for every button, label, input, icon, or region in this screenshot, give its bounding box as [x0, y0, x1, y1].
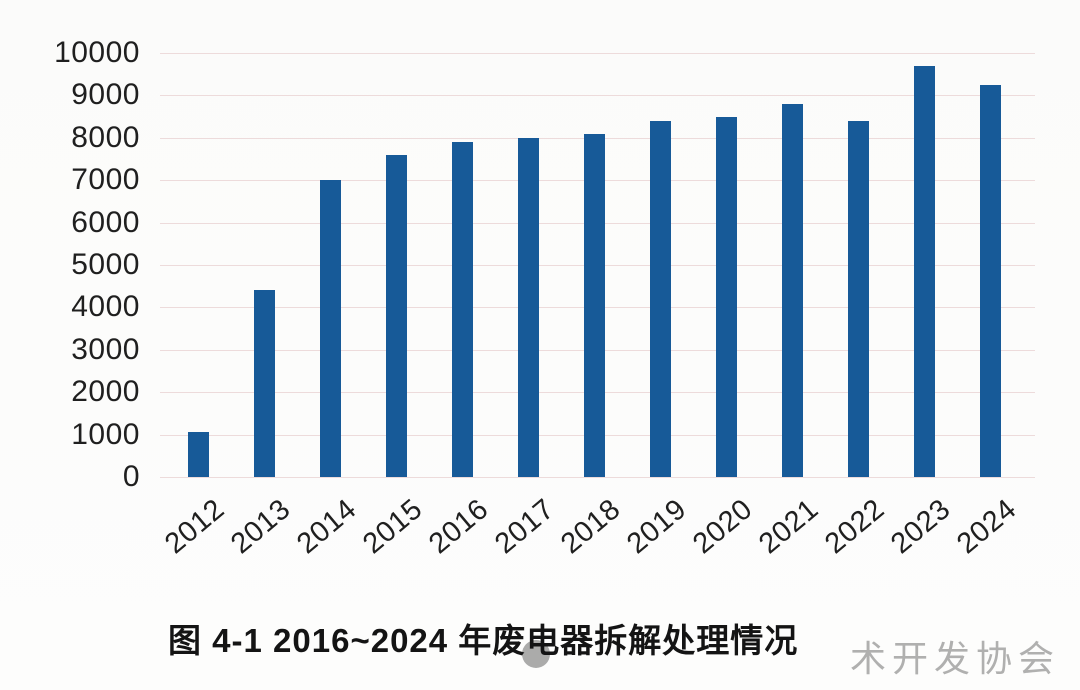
watermark-text: 术开发协会 — [850, 638, 1061, 679]
bar-2022 — [847, 120, 869, 477]
bar-2014 — [319, 180, 341, 477]
bar-2017 — [517, 137, 539, 477]
y-tick-label-3000: 3000 — [71, 332, 140, 366]
bar-2020 — [715, 116, 737, 477]
gridline-9000 — [160, 95, 1035, 97]
gridline-10000 — [160, 53, 1035, 54]
y-tick-label-9000: 9000 — [71, 78, 140, 112]
y-tick-label-1000: 1000 — [71, 417, 140, 451]
y-tick-label-8000: 8000 — [71, 120, 140, 154]
y-tick-label-6000: 6000 — [71, 205, 140, 239]
chart-caption: 图 4-1 2016~2024 年废电器拆解处理情况 — [168, 622, 799, 659]
bar-2023 — [913, 65, 935, 477]
plot-area — [160, 53, 1035, 478]
y-tick-label-7000: 7000 — [71, 163, 140, 197]
bar-2024 — [979, 84, 1001, 477]
bar-2016 — [451, 142, 473, 477]
bar-2013 — [253, 290, 275, 477]
bar-2012 — [187, 432, 209, 477]
bar-2019 — [649, 120, 671, 477]
y-tick-label-0: 0 — [122, 460, 140, 493]
y-tick-label-2000: 2000 — [71, 375, 140, 409]
y-tick-label-10000: 10000 — [54, 36, 140, 69]
bar-2021 — [781, 103, 803, 477]
gridline-0 — [160, 477, 1035, 478]
y-axis: 0 1000 2000 3000 4000 5000 6000 7000 8000 9000 100… — [0, 38, 140, 492]
y-tick-label-5000: 5000 — [71, 248, 140, 281]
watermark-logo-circle-icon — [522, 640, 550, 668]
y-tick-label-4000: 4000 — [71, 290, 140, 324]
bar-2018 — [583, 133, 605, 477]
bar-2015 — [385, 154, 407, 477]
